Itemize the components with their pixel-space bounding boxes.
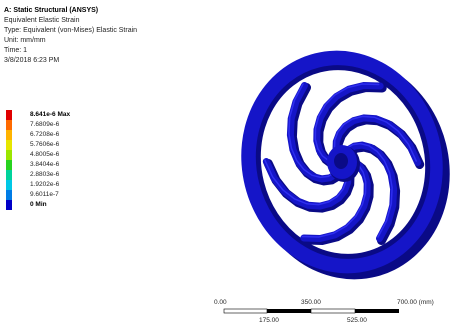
legend-label: 8.641e-6 Max	[30, 111, 71, 118]
result-date: 3/8/2018 6:23 PM	[4, 57, 60, 64]
hub-bore	[334, 153, 348, 169]
legend-swatch	[6, 130, 12, 140]
legend-label: 0 Min	[30, 201, 47, 208]
result-info-panel: A: Static Structural (ANSYS) Equivalent …	[4, 6, 137, 66]
legend-entry: 0 Min	[6, 200, 66, 210]
legend-swatch	[6, 120, 12, 130]
scale-ruler: 0.00 350.00 700.00 (mm) 175.00 525.00	[212, 298, 460, 325]
legend-entry: 3.8404e-6	[6, 160, 66, 170]
legend-swatch	[6, 190, 12, 200]
legend-label: 5.7606e-6	[30, 141, 60, 148]
legend-entry: 1.9202e-6	[6, 180, 66, 190]
scale-bar-segment	[223, 308, 268, 314]
result-name: Equivalent Elastic Strain	[4, 17, 80, 24]
scale-ruler-graphic	[223, 308, 399, 314]
result-time: Time: 1	[4, 47, 28, 54]
legend-label: 1.9202e-6	[30, 181, 60, 188]
legend-swatch	[6, 150, 12, 160]
legend-entry: 9.6011e-7	[6, 190, 66, 200]
legend-swatch	[6, 200, 12, 210]
legend-entry: 6.7208e-6	[6, 130, 66, 140]
legend-entry: 4.8005e-6	[6, 150, 66, 160]
rim-inner-edge	[255, 65, 431, 259]
legend-entry: 7.6809e-6	[6, 120, 66, 130]
vane-highlight	[301, 159, 367, 238]
vane-highlight	[288, 83, 336, 179]
legend-label: 6.7208e-6	[30, 131, 60, 138]
vane-highlight	[314, 83, 380, 162]
vane-highlight	[345, 142, 393, 238]
legend-swatch	[6, 110, 12, 120]
scale-label-525: 525.00	[347, 317, 367, 324]
legend-entry: 5.7606e-6	[6, 140, 66, 150]
analysis-title: A: Static Structural (ANSYS)	[4, 7, 99, 14]
scale-label-700: 700.00 (mm)	[397, 299, 434, 306]
impeller-geometry	[241, 50, 450, 280]
vane-highlight	[264, 159, 348, 206]
legend-label: 9.6011e-7	[30, 191, 59, 198]
scale-bar-segment	[310, 308, 356, 314]
legend-swatch	[6, 140, 12, 150]
scale-label-175: 175.00	[259, 317, 279, 324]
impeller-vane	[344, 141, 398, 242]
vane-highlight	[333, 115, 417, 162]
legend-entry: 2.8803e-6	[6, 170, 66, 180]
legend-label: 4.8005e-6	[30, 151, 60, 158]
legend-swatch	[6, 180, 12, 190]
legend-entry: 8.641e-6 Max	[6, 110, 70, 120]
result-unit: Unit: mm/mm	[4, 37, 46, 44]
legend-swatch	[6, 160, 12, 170]
scale-label-0: 0.00	[214, 299, 227, 306]
result-type: Type: Equivalent (von-Mises) Elastic Str…	[4, 27, 138, 34]
scale-label-350: 350.00	[301, 299, 321, 306]
impeller-model[interactable]	[230, 40, 460, 290]
legend-label: 7.6809e-6	[30, 121, 60, 128]
legend-swatch	[6, 170, 12, 180]
legend-label: 3.8404e-6	[30, 161, 60, 168]
legend-label: 2.8803e-6	[30, 171, 60, 178]
